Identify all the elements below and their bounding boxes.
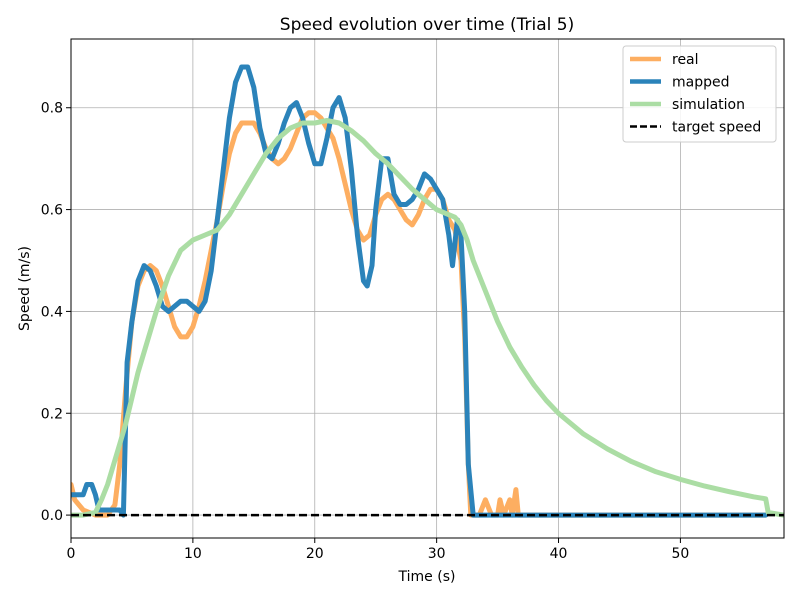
x-tick-label: 0 [67, 546, 76, 562]
legend: real mapped simulation target speed [622, 45, 777, 143]
x-tick-label: 40 [550, 546, 568, 562]
legend-label: mapped [672, 75, 730, 91]
x-axis-label: Time (s) [398, 569, 456, 585]
chart-title: Speed evolution over time (Trial 5) [280, 15, 574, 35]
y-tick-label: 0.8 [41, 101, 63, 117]
y-tick-label: 0.2 [41, 406, 63, 422]
y-tick-label: 0.4 [41, 304, 63, 320]
series-line-mapped [71, 64, 769, 518]
x-tick-label: 50 [671, 546, 689, 562]
legend-label: real [672, 52, 699, 68]
y-tick-label: 0.0 [41, 508, 63, 524]
y-axis-label: Speed (m/s) [17, 246, 33, 331]
x-tick-label: 20 [306, 546, 324, 562]
x-tick-label: 10 [184, 546, 202, 562]
legend-label: simulation [672, 97, 745, 113]
series-line-simulation [71, 118, 784, 518]
legend-label: target speed [672, 120, 761, 136]
x-tick-label: 30 [428, 546, 446, 562]
legend-box [622, 45, 777, 143]
y-tick-label: 0.6 [41, 203, 63, 219]
axis-ticks: 0 10 20 30 40 50 0.0 0.2 0.4 0.6 0.8 [41, 101, 690, 562]
plot-frame [70, 38, 785, 539]
series-layer [71, 64, 784, 518]
